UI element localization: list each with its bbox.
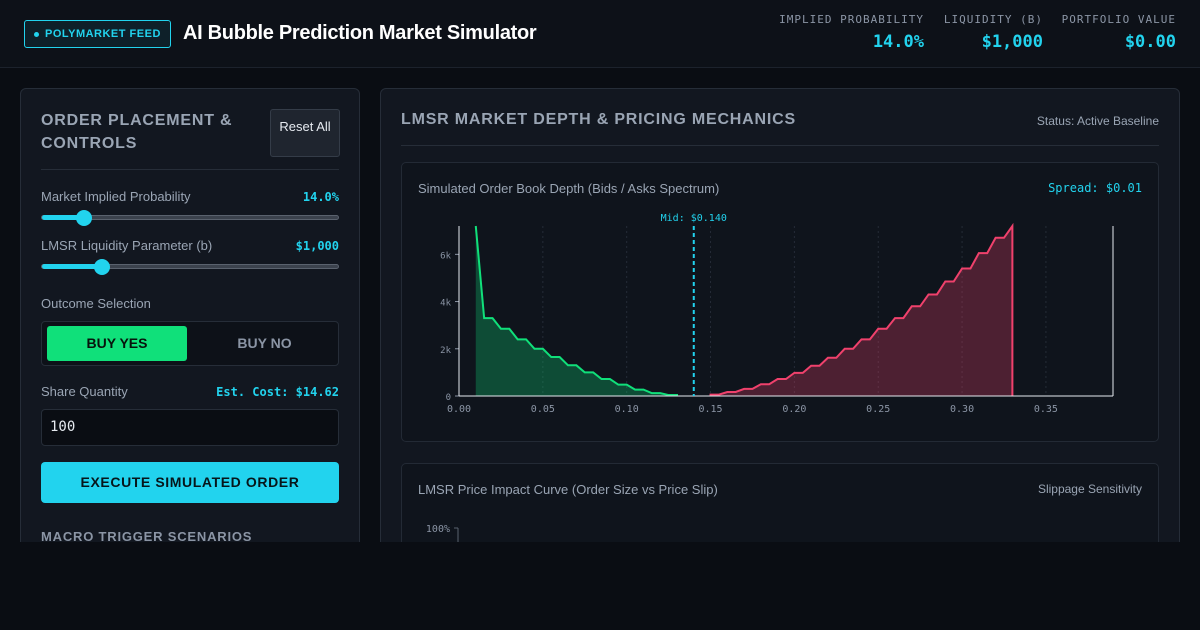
y-tick-label: 2k xyxy=(440,346,451,356)
liquidity-value: $1,000 xyxy=(295,239,339,253)
y-tick-label: 100% xyxy=(426,524,450,535)
status-label: Status: Active Baseline xyxy=(1036,114,1159,128)
chart-title: LMSR Price Impact Curve (Order Size vs P… xyxy=(418,482,718,497)
quantity-input[interactable]: 100 xyxy=(41,409,339,446)
x-tick-label: 0.00 xyxy=(447,404,471,415)
feed-badge[interactable]: POLYMARKET FEED xyxy=(24,20,171,48)
y-tick-label: 4k xyxy=(440,299,451,309)
live-dot-icon xyxy=(34,31,39,37)
x-tick-label: 0.25 xyxy=(866,404,890,415)
x-tick-label: 0.35 xyxy=(1034,404,1058,415)
y-tick-label: 6k xyxy=(440,251,451,261)
panel-title: ORDER PLACEMENT & CONTROLS xyxy=(41,112,233,152)
divider xyxy=(41,169,339,170)
outcome-toggle: BUY YES BUY NO xyxy=(41,321,339,366)
metric-value: $1,000 xyxy=(981,32,1043,52)
slider-fill xyxy=(42,215,84,220)
metric-portfolio-value: PORTFOLIO VALUE $0.00 xyxy=(1062,13,1176,52)
x-tick-label: 0.20 xyxy=(782,404,806,415)
quantity-label: Share Quantity xyxy=(41,384,128,399)
metric-label: IMPLIED PROBABILITY xyxy=(779,13,924,26)
app-header: POLYMARKET FEED AI Bubble Prediction Mar… xyxy=(0,0,1200,68)
panel-title: LMSR MARKET DEPTH & PRICING MECHANICS xyxy=(401,111,796,128)
probability-slider[interactable] xyxy=(41,210,339,226)
x-tick-label: 0.30 xyxy=(950,404,974,415)
liquidity-slider[interactable] xyxy=(41,259,339,275)
metric-label: LIQUIDITY (B) xyxy=(943,13,1043,26)
market-depth-panel: LMSR MARKET DEPTH & PRICING MECHANICS St… xyxy=(380,88,1180,574)
x-tick-label: 0.10 xyxy=(615,404,639,415)
probability-value: 14.0% xyxy=(302,190,339,204)
slider-fill xyxy=(42,264,102,269)
spread-label: Spread: $0.01 xyxy=(1048,181,1142,195)
order-book-depth-chart: 0.00 0.05 0.10 0.15 0.20 0.25 0.30 0.35 0 2k 4k 6k M… xyxy=(440,213,1114,415)
estimated-cost: Est. Cost: $14.62 xyxy=(216,385,339,399)
execute-order-button[interactable]: EXECUTE SIMULATED ORDER xyxy=(41,462,339,503)
probability-label: Market Implied Probability xyxy=(41,189,191,204)
page-background xyxy=(0,542,1200,630)
order-book-chart-card: Simulated Order Book Depth (Bids / Asks … xyxy=(401,162,1159,442)
x-tick-label: 0.15 xyxy=(698,404,722,415)
slider-thumb[interactable] xyxy=(93,259,110,275)
metric-liquidity: LIQUIDITY (B) $1,000 xyxy=(944,13,1043,52)
buy-yes-button[interactable]: BUY YES xyxy=(47,326,187,361)
metric-value: $0.00 xyxy=(1124,32,1176,52)
feed-badge-label: POLYMARKET FEED xyxy=(45,28,161,40)
bid-depth-line xyxy=(474,225,678,397)
y-tick-label: 0 xyxy=(446,393,451,403)
app-title: AI Bubble Prediction Market Simulator xyxy=(183,22,537,44)
metric-label: PORTFOLIO VALUE xyxy=(1061,13,1176,26)
slippage-label: Slippage Sensitivity xyxy=(1037,482,1142,496)
divider xyxy=(401,145,1159,146)
metric-value: 14.0% xyxy=(872,32,924,52)
reset-all-button[interactable]: Reset All xyxy=(270,109,340,157)
liquidity-label: LMSR Liquidity Parameter (b) xyxy=(41,238,213,253)
x-tick-label: 0.05 xyxy=(531,404,555,415)
outcome-label: Outcome Selection xyxy=(41,296,151,311)
ask-depth-area xyxy=(710,226,1013,396)
ask-depth-line xyxy=(709,222,1014,396)
order-controls-panel: ORDER PLACEMENT & CONTROLS Reset All Mar… xyxy=(20,88,360,558)
slider-thumb[interactable] xyxy=(75,210,92,226)
chart-title: Simulated Order Book Depth (Bids / Asks … xyxy=(418,181,720,196)
macro-scenarios-title: MACRO TRIGGER SCENARIOS xyxy=(41,529,253,544)
metric-implied-probability: IMPLIED PROBABILITY 14.0% xyxy=(779,13,924,52)
buy-no-button[interactable]: BUY NO xyxy=(237,335,292,351)
mid-price-label: Mid: $0.140 xyxy=(661,213,727,224)
bid-depth-area xyxy=(475,226,677,396)
